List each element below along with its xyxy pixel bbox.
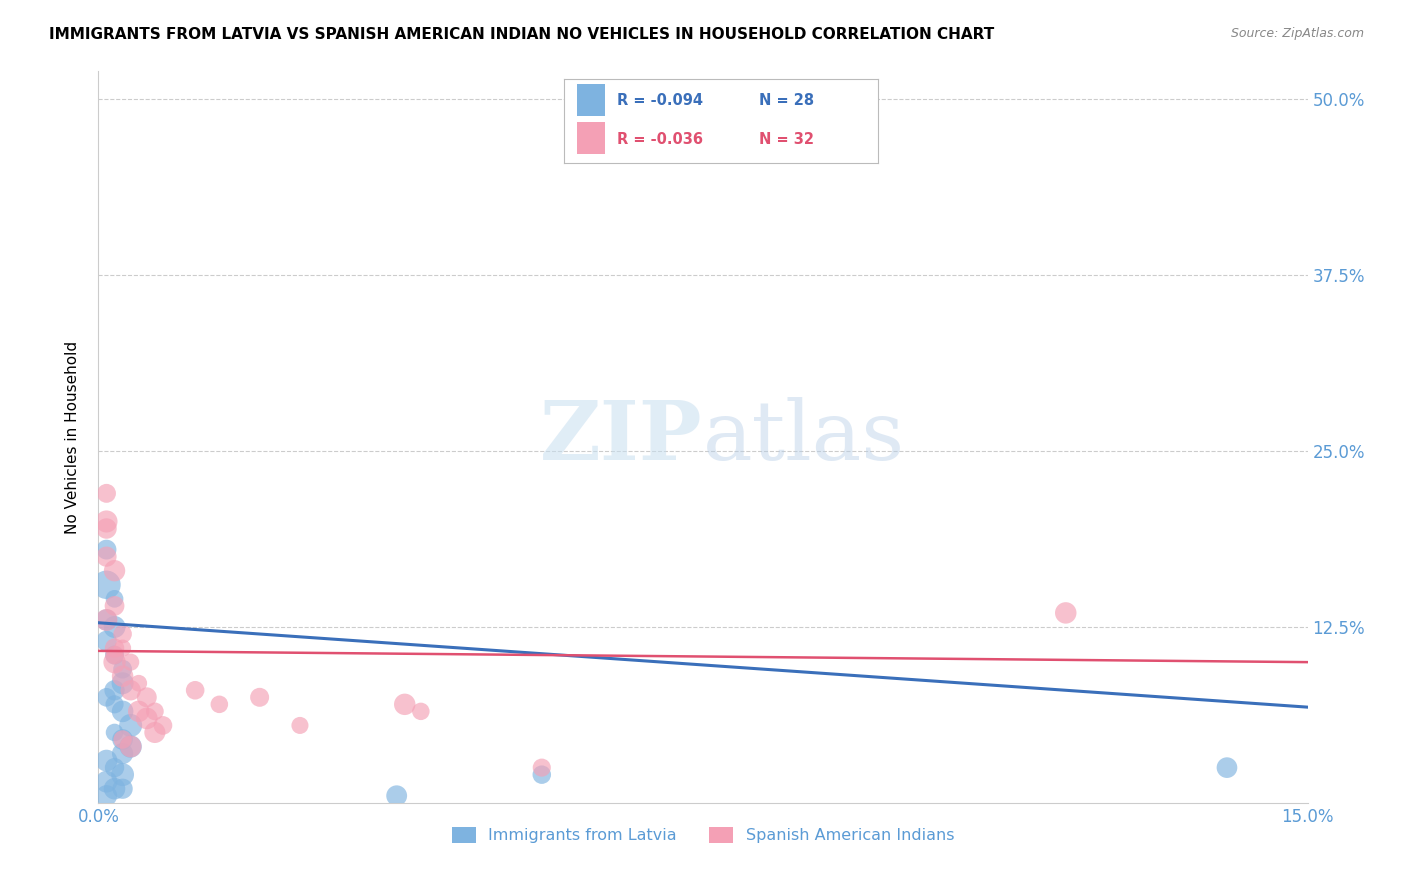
Point: [249, 690, 271, 705]
Point: [103, 620, 125, 634]
Point: [385, 789, 408, 803]
Point: [1216, 761, 1239, 775]
Point: [120, 739, 142, 754]
Point: [111, 767, 134, 781]
Point: [103, 564, 125, 578]
Point: [184, 683, 207, 698]
Point: [409, 705, 432, 719]
Point: [103, 683, 125, 698]
Point: [103, 591, 125, 606]
Point: [103, 641, 125, 656]
Point: [111, 641, 134, 656]
Point: [96, 613, 118, 627]
Point: [111, 669, 134, 683]
Point: [111, 781, 134, 796]
Point: [288, 718, 311, 732]
Point: [120, 655, 142, 669]
Point: [143, 725, 166, 739]
Point: [111, 732, 134, 747]
Point: [103, 781, 125, 796]
Point: [530, 761, 553, 775]
Y-axis label: No Vehicles in Household: No Vehicles in Household: [65, 341, 80, 533]
Point: [111, 662, 134, 676]
Point: [103, 599, 125, 613]
Point: [96, 549, 118, 564]
Text: Source: ZipAtlas.com: Source: ZipAtlas.com: [1230, 27, 1364, 40]
Point: [96, 634, 118, 648]
Point: [103, 655, 125, 669]
Point: [128, 676, 150, 690]
Point: [96, 486, 118, 500]
Point: [128, 705, 150, 719]
Point: [208, 698, 231, 712]
Point: [96, 690, 118, 705]
Point: [530, 767, 553, 781]
Point: [111, 627, 134, 641]
Point: [96, 542, 118, 557]
Legend: Immigrants from Latvia, Spanish American Indians: Immigrants from Latvia, Spanish American…: [446, 821, 960, 850]
Point: [135, 711, 157, 725]
Point: [152, 718, 174, 732]
Text: ZIP: ZIP: [540, 397, 703, 477]
Point: [96, 521, 118, 535]
Point: [96, 613, 118, 627]
Point: [103, 648, 125, 662]
Point: [96, 774, 118, 789]
Point: [120, 683, 142, 698]
Point: [111, 732, 134, 747]
Point: [111, 705, 134, 719]
Text: IMMIGRANTS FROM LATVIA VS SPANISH AMERICAN INDIAN NO VEHICLES IN HOUSEHOLD CORRE: IMMIGRANTS FROM LATVIA VS SPANISH AMERIC…: [49, 27, 994, 42]
Point: [135, 690, 157, 705]
Point: [111, 676, 134, 690]
Point: [394, 698, 416, 712]
Point: [120, 718, 142, 732]
Point: [143, 705, 166, 719]
Point: [103, 698, 125, 712]
Point: [1054, 606, 1077, 620]
Point: [96, 515, 118, 529]
Point: [103, 648, 125, 662]
Point: [96, 754, 118, 768]
Text: atlas: atlas: [703, 397, 905, 477]
Point: [96, 789, 118, 803]
Point: [96, 578, 118, 592]
Point: [103, 761, 125, 775]
Point: [111, 747, 134, 761]
Point: [120, 739, 142, 754]
Point: [103, 725, 125, 739]
